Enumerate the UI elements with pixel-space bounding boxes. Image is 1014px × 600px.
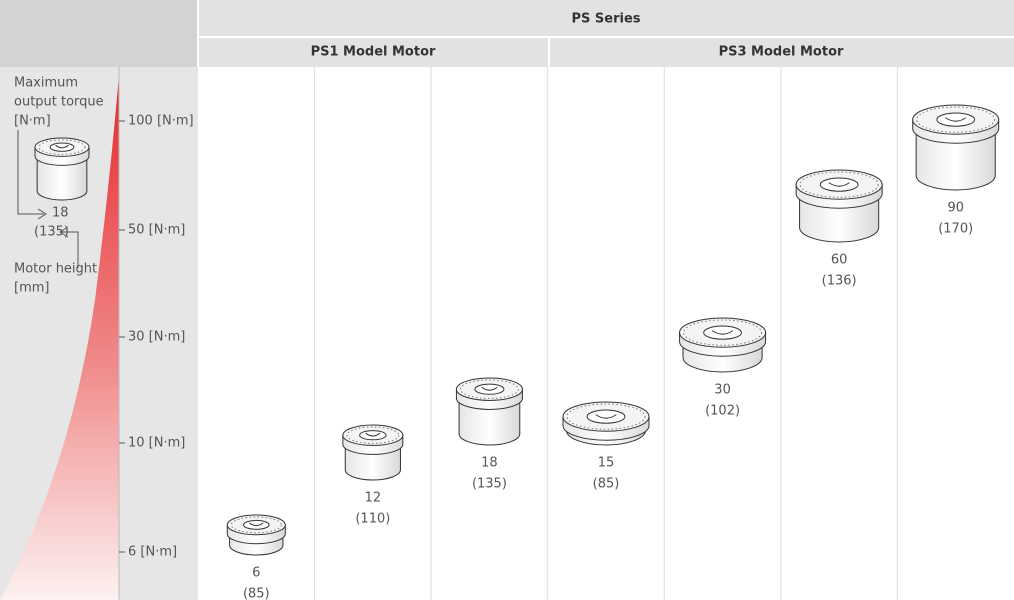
motor-cup	[595, 414, 617, 419]
motor-rim	[683, 319, 763, 346]
motor-cup	[711, 330, 734, 335]
motor-icon	[795, 169, 883, 243]
motor-icon	[226, 514, 286, 556]
motor-rim	[916, 106, 996, 133]
torque-label: 12	[365, 491, 382, 506]
motor-hub	[49, 142, 75, 152]
torque-label: 90	[947, 201, 964, 216]
motor-cup	[828, 182, 850, 187]
legend-text: Maximum	[14, 76, 78, 91]
motor-cup	[55, 144, 69, 149]
motor-icon	[562, 401, 650, 446]
motor-hub	[359, 430, 387, 441]
motor-cup	[365, 432, 381, 437]
axis-tick-label: 100 [N·m]	[128, 114, 194, 129]
motor-rim	[566, 403, 646, 430]
motor-body	[915, 128, 996, 191]
motor-hub	[586, 409, 626, 424]
motor-rim	[230, 516, 282, 534]
legend-text: output torque	[14, 95, 104, 110]
legend-text: [N·m]	[14, 114, 51, 129]
motor-hub	[703, 325, 742, 340]
legend-arrow	[17, 130, 47, 220]
torque-label: 15	[598, 456, 615, 471]
corner-cell	[0, 0, 198, 67]
axis-tick-label: 6 [N·m]	[128, 545, 177, 560]
group-title: PS1 Model Motor	[311, 45, 436, 60]
motor-icon	[342, 424, 404, 481]
series-title: PS Series	[571, 12, 640, 27]
height-label: (85)	[243, 587, 270, 600]
motor-icon	[679, 317, 767, 373]
legend-example: (135)	[34, 225, 69, 240]
legend-text: Motor height	[14, 262, 97, 277]
motor-icon	[34, 137, 90, 201]
height-label: (110)	[355, 512, 390, 527]
motor-rim	[459, 379, 519, 399]
legend-example: 18	[52, 206, 69, 221]
legend-text: [mm]	[14, 281, 49, 296]
motor-rim	[38, 139, 86, 155]
torque-label: 60	[831, 253, 848, 268]
height-label: (102)	[705, 404, 740, 419]
motor-rim	[799, 171, 879, 198]
legend-arrow	[59, 226, 79, 268]
torque-label: 30	[714, 383, 731, 398]
height-label: (170)	[938, 222, 973, 237]
motor-body	[36, 155, 88, 201]
motor-icon	[912, 104, 1000, 191]
axis-tick-label: 50 [N·m]	[128, 223, 185, 238]
motor-hub	[936, 112, 976, 127]
series-header	[198, 0, 1014, 37]
motor-cup	[945, 117, 967, 122]
motor-cup	[481, 386, 498, 391]
torque-label: 18	[481, 456, 498, 471]
axis-tick-label: 10 [N·m]	[128, 436, 185, 451]
torque-label: 6	[252, 566, 260, 581]
height-label: (136)	[822, 274, 857, 289]
motor-hub	[819, 177, 859, 192]
motor-cup	[249, 522, 264, 527]
group-header	[198, 37, 1014, 67]
torque-gradient	[0, 75, 119, 600]
motor-body	[458, 397, 521, 446]
motor-hub	[243, 519, 270, 530]
height-label: (135)	[472, 477, 507, 492]
motor-hub	[474, 383, 505, 395]
group-title: PS3 Model Motor	[719, 45, 844, 60]
motor-icon	[455, 377, 523, 446]
height-label: (85)	[593, 477, 620, 492]
motor-rim	[346, 426, 400, 444]
axis-tick-label: 30 [N·m]	[128, 330, 185, 345]
